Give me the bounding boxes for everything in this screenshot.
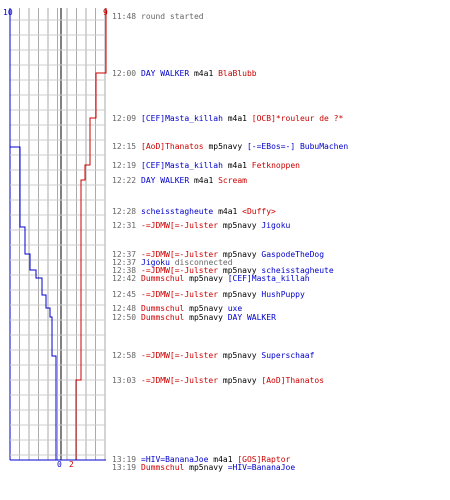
event-text: [GOS]Raptor (237, 455, 291, 464)
red-team-line (75, 8, 107, 460)
event-text: -=JDMW[=-Julster (141, 250, 219, 259)
event-text: disconnected (169, 258, 233, 267)
event-text: [AoD]Thanatos (141, 142, 204, 151)
event-text: [-=EBos=-] BubuMachen (246, 142, 349, 151)
event-text: <Duffy> (242, 207, 276, 216)
event-text: -=JDMW[=-Julster (141, 266, 219, 275)
event-text: HushPuppy (261, 290, 305, 299)
event-row: Dummschul mp5navy uxe (141, 304, 242, 313)
event-text: Scream (218, 176, 247, 185)
event-time: 12:38 (112, 266, 137, 275)
event-text: m4a1 (208, 455, 238, 464)
event-text: Fetknoppen (251, 161, 300, 170)
event-time: 12:37 (112, 250, 137, 259)
event-row: DAY WALKER m4a1 Scream (141, 176, 247, 185)
event-row: Dummschul mp5navy DAY WALKER (141, 313, 276, 322)
event-text: mp5navy (184, 313, 228, 322)
event-text: scheisstagheute (261, 266, 334, 275)
event-text: BlaBlubb (218, 69, 257, 78)
event-time: 12:45 (112, 290, 137, 299)
event-text: DAY WALKER (141, 69, 190, 78)
event-text: Superschaaf (261, 351, 315, 360)
event-row: Jigoku disconnected (141, 258, 233, 267)
event-time: 12:48 (112, 304, 137, 313)
event-text: -=JDMW[=-Julster (141, 290, 219, 299)
event-text: mp5navy (218, 351, 262, 360)
event-row: -=JDMW[=-Julster mp5navy GaspodeTheDog (141, 250, 324, 259)
event-row: scheisstagheute m4a1 <Duffy> (141, 207, 276, 216)
blue-end-count: 0 (57, 460, 62, 469)
blue-team-line (9, 8, 57, 460)
event-row: [AoD]Thanatos mp5navy [-=EBos=-] BubuMac… (141, 142, 348, 151)
event-time: 13:19 (112, 455, 137, 464)
event-text: mp5navy (218, 290, 262, 299)
event-time: 12:28 (112, 207, 137, 216)
event-row: [CEF]Masta_killah m4a1 [OCB]*rouleur de … (141, 114, 343, 123)
event-text: mp5navy (218, 250, 262, 259)
event-row: -=JDMW[=-Julster mp5navy Superschaaf (141, 351, 314, 360)
event-time: 12:09 (112, 114, 137, 123)
event-text: scheisstagheute (141, 207, 214, 216)
event-text: mp5navy (184, 274, 228, 283)
event-text: [CEF]Masta_killah (227, 274, 310, 283)
event-time: 12:31 (112, 221, 137, 230)
event-time: 12:50 (112, 313, 137, 322)
event-row: -=JDMW[=-Julster mp5navy Jigoku (141, 221, 290, 230)
event-text: mp5navy (184, 304, 228, 313)
red-start-count: 9 (103, 8, 108, 17)
event-time: 12:37 (112, 258, 137, 267)
event-text: mp5navy (203, 142, 247, 151)
event-text: DAY WALKER (227, 313, 276, 322)
event-text: m4a1 (213, 207, 243, 216)
event-text: m4a1 (189, 69, 219, 78)
event-row: =HIV=BananaJoe m4a1 [GOS]Raptor (141, 455, 290, 464)
event-text: -=JDMW[=-Julster (141, 351, 219, 360)
event-row: Dummschul mp5navy [CEF]Masta_killah (141, 274, 310, 283)
event-time: 12:22 (112, 176, 137, 185)
event-text: Dummschul (141, 304, 185, 313)
event-time: 12:19 (112, 161, 137, 170)
event-time: 13:03 (112, 376, 137, 385)
event-text: round started (141, 12, 204, 21)
event-text: m4a1 (222, 161, 252, 170)
event-text: uxe (227, 304, 243, 313)
event-text: mp5navy (218, 266, 262, 275)
event-row: -=JDMW[=-Julster mp5navy scheisstagheute (141, 266, 334, 275)
event-time: 12:00 (112, 69, 137, 78)
event-text: mp5navy (184, 463, 228, 472)
event-text: Dummschul (141, 274, 185, 283)
event-row: Dummschul mp5navy =HIV=BananaJoe (141, 463, 295, 472)
event-row: DAY WALKER m4a1 BlaBlubb (141, 69, 257, 78)
event-text: -=JDMW[=-Julster (141, 376, 219, 385)
event-time: 12:58 (112, 351, 137, 360)
event-text: [OCB]*rouleur de ?* (251, 114, 344, 123)
event-row: [CEF]Masta_killah m4a1 Fetknoppen (141, 161, 300, 170)
event-text: GaspodeTheDog (261, 250, 325, 259)
blue-start-count: 10 (3, 8, 13, 17)
event-text: =HIV=BananaJoe (227, 463, 296, 472)
event-text: m4a1 (189, 176, 219, 185)
red-end-count: 2 (69, 460, 74, 469)
event-text: Jigoku (141, 258, 170, 267)
event-text: DAY WALKER (141, 176, 190, 185)
event-row: -=JDMW[=-Julster mp5navy HushPuppy (141, 290, 305, 299)
event-text: Dummschul (141, 313, 185, 322)
event-time: 12:42 (112, 274, 137, 283)
event-text: [AoD]Thanatos (261, 376, 325, 385)
event-time: 11:48 (112, 12, 137, 21)
event-text: Dummschul (141, 463, 185, 472)
event-text: =HIV=BananaJoe (141, 455, 209, 464)
event-text: -=JDMW[=-Julster (141, 221, 219, 230)
event-text: mp5navy (218, 221, 262, 230)
event-text: [CEF]Masta_killah (141, 114, 223, 123)
event-text: Jigoku (261, 221, 291, 230)
event-row: round started (141, 12, 204, 21)
event-row: -=JDMW[=-Julster mp5navy [AoD]Thanatos (141, 376, 324, 385)
event-time: 13:19 (112, 463, 137, 472)
event-text: [CEF]Masta_killah (141, 161, 223, 170)
event-time: 12:15 (112, 142, 137, 151)
event-text: m4a1 (222, 114, 252, 123)
event-text: mp5navy (218, 376, 262, 385)
